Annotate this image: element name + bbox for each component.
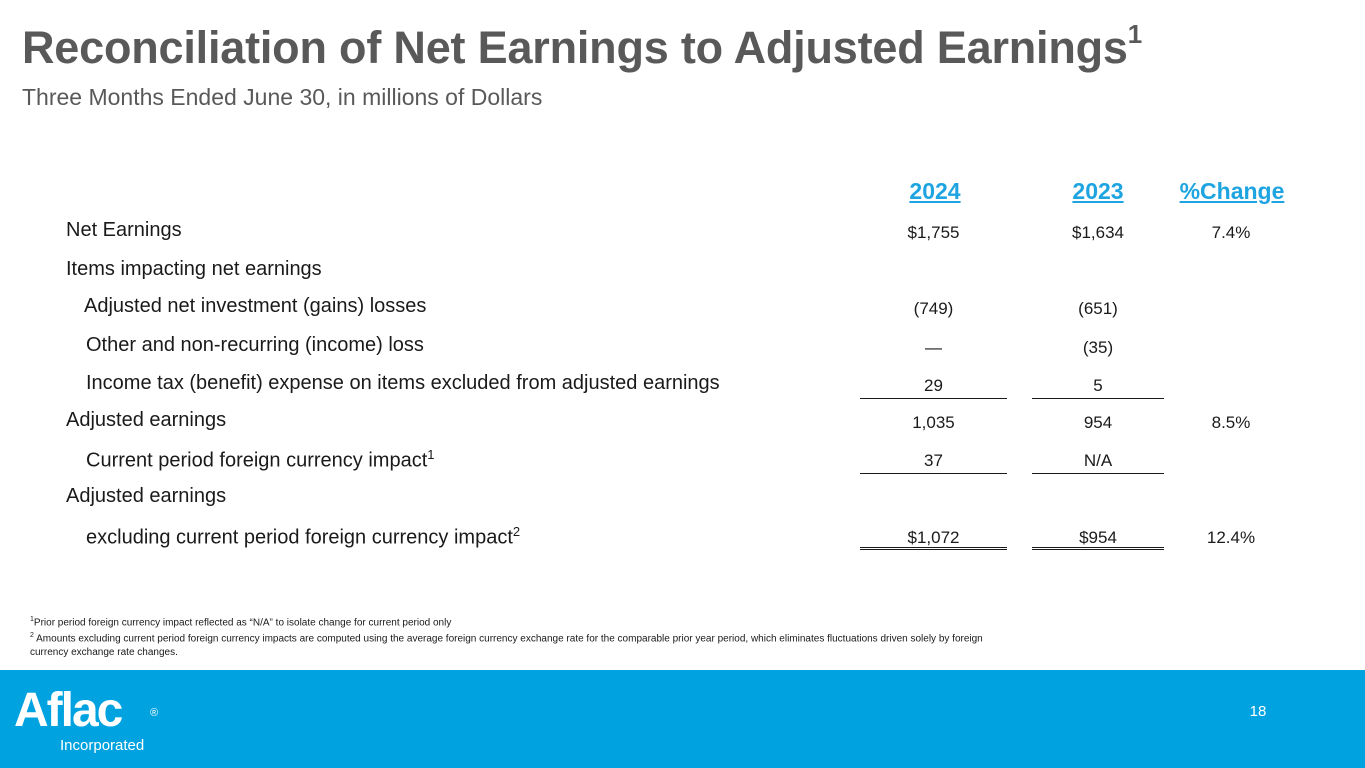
footer-bar: Aflac ® Incorporated 18 <box>0 670 1365 768</box>
cell-other-non-recurring-2023: (35) <box>1082 338 1114 357</box>
cell-other-non-recurring-2024: — <box>925 338 942 357</box>
cell-investment-losses-2023: (651) <box>1078 299 1118 318</box>
column-header-2023: 2023 <box>1072 178 1124 204</box>
logo-wordmark: Aflac <box>14 684 123 737</box>
footnotes: 1Prior period foreign currency impact re… <box>30 613 1010 659</box>
cell-net-earnings-2024: $1,755 <box>907 223 960 242</box>
page-number: 18 <box>1249 703 1267 720</box>
cell-net-earnings-change: 7.4% <box>1211 223 1251 242</box>
total-double-rule-2024 <box>860 547 1007 550</box>
subtotal-rule-2024 <box>860 398 1007 399</box>
logo-subtext: Incorporated <box>60 737 145 754</box>
row-label-income-tax: Income tax (benefit) expense on items ex… <box>86 372 720 394</box>
fx-rule-2024 <box>860 473 1007 474</box>
row-label-excluding-fx-text: excluding current period foreign currenc… <box>86 526 513 549</box>
cell-income-tax-2023: 5 <box>1093 376 1103 395</box>
page-title-text: Reconciliation of Net Earnings to Adjust… <box>22 22 1128 73</box>
row-label-other-non-recurring: Other and non-recurring (income) loss <box>86 334 424 356</box>
cell-fx-impact-2023: N/A <box>1083 451 1113 470</box>
cell-income-tax-2024: 29 <box>924 376 943 395</box>
row-label-adjusted-earnings: Adjusted earnings <box>66 409 227 431</box>
fx-rule-2023 <box>1032 473 1164 474</box>
title-footnote-marker: 1 <box>1127 19 1143 49</box>
cell-excluding-fx-2023: $954 <box>1079 528 1117 547</box>
footnote-1: 1Prior period foreign currency impact re… <box>30 613 1010 629</box>
total-double-rule-2023 <box>1032 547 1164 550</box>
footnote-1-marker: 1 <box>30 616 34 623</box>
cell-adjusted-earnings-2024: 1,035 <box>912 413 955 432</box>
row-label-investment-losses: Adjusted net investment (gains) losses <box>84 295 427 317</box>
subtotal-rule-2023 <box>1032 398 1164 399</box>
cell-excluding-fx-2024: $1,072 <box>907 528 960 547</box>
excluding-fx-footnote-marker: 2 <box>512 524 521 539</box>
cell-investment-losses-2024: (749) <box>913 299 954 318</box>
footnote-2-text: Amounts excluding current period foreign… <box>30 633 983 658</box>
column-header-change: %Change <box>1179 178 1285 204</box>
row-label-net-earnings: Net Earnings <box>66 219 182 241</box>
footnote-2: 2 Amounts excluding current period forei… <box>30 629 1010 658</box>
column-header-2024: 2024 <box>909 178 961 204</box>
cell-adjusted-earnings-change: 8.5% <box>1211 413 1251 432</box>
row-label-excluding-fx: excluding current period foreign currenc… <box>86 524 520 550</box>
row-label-fx-impact-text: Current period foreign currency impact <box>86 449 428 472</box>
cell-fx-impact-2024: 37 <box>924 451 943 470</box>
cell-adjusted-earnings-2023: 954 <box>1083 413 1113 432</box>
fx-impact-footnote-marker: 1 <box>427 447 435 462</box>
page-title: Reconciliation of Net Earnings to Adjust… <box>22 19 1143 74</box>
row-label-adjusted-earnings-ex-fx: Adjusted earnings <box>66 485 227 507</box>
aflac-logo: Aflac ® Incorporated <box>14 683 174 758</box>
page-subtitle: Three Months Ended June 30, in millions … <box>22 84 543 110</box>
row-label-items-impacting: Items impacting net earnings <box>66 258 322 280</box>
cell-excluding-fx-change: 12.4% <box>1206 528 1256 547</box>
footnote-2-marker: 2 <box>30 632 34 640</box>
footnote-1-text: Prior period foreign currency impact ref… <box>33 617 452 629</box>
logo-registered-mark: ® <box>150 707 159 719</box>
row-label-fx-impact: Current period foreign currency impact1 <box>86 447 435 473</box>
cell-net-earnings-2023: $1,634 <box>1072 223 1124 242</box>
